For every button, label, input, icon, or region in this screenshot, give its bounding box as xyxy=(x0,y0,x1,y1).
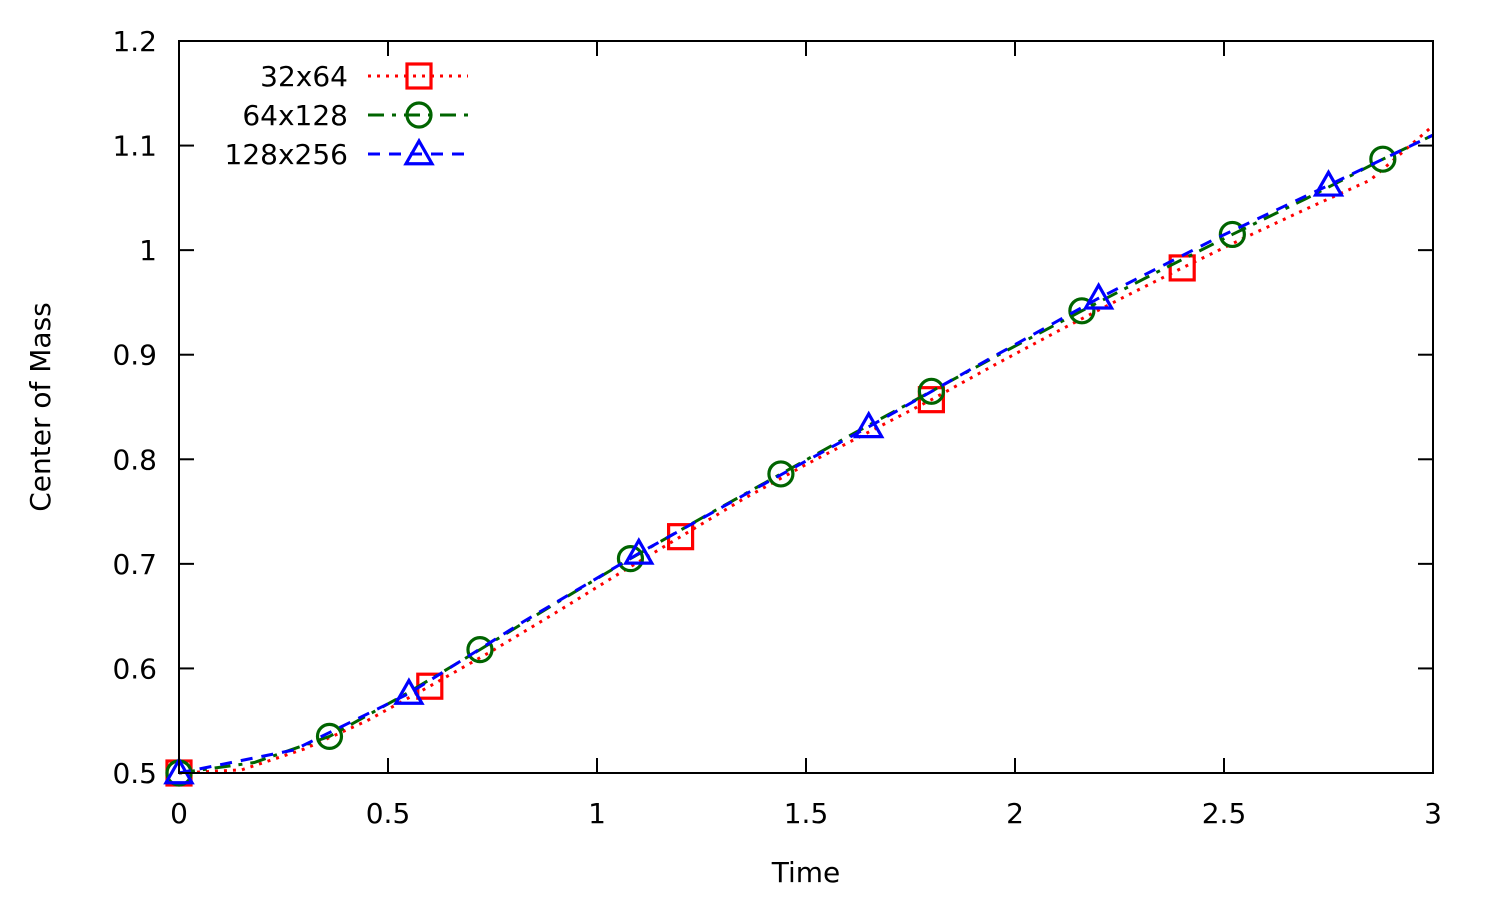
data-point-64x128-3 xyxy=(616,545,645,573)
legend-label-0: 32x64 xyxy=(260,60,348,93)
y-axis-label: Center of Mass xyxy=(24,302,57,512)
data-point-64x128-5 xyxy=(917,377,946,405)
data-point-128x256-2 xyxy=(623,537,655,565)
data-point-128x256-3 xyxy=(852,410,885,439)
data-point-32x64-3 xyxy=(917,386,946,414)
x-tick-label-1: 0.5 xyxy=(366,797,411,830)
y-tick-label-6: 1.1 xyxy=(112,130,157,163)
data-point-128x256-5 xyxy=(1312,169,1345,197)
x-tick-label-6: 3 xyxy=(1424,797,1442,830)
series-layer xyxy=(163,124,1434,787)
legend-label-2: 128x256 xyxy=(225,138,348,171)
x-tick-label-3: 1.5 xyxy=(784,797,829,830)
legend-marker-0 xyxy=(405,62,433,90)
legend-marker-1 xyxy=(405,101,433,129)
data-point-64x128-6 xyxy=(1068,297,1096,325)
legend-label-1: 64x128 xyxy=(242,99,348,132)
x-tick-label-5: 2.5 xyxy=(1202,797,1247,830)
y-tick-label-5: 1 xyxy=(139,234,157,267)
data-point-64x128-8 xyxy=(1369,145,1397,173)
plot-frame xyxy=(178,40,1434,774)
x-axis-label: Time xyxy=(771,856,841,889)
legend-marker-2 xyxy=(403,137,435,166)
y-tick-label-7: 1.2 xyxy=(112,25,157,58)
series-128x256 xyxy=(163,133,1434,785)
x-tick-label-0: 0 xyxy=(170,797,188,830)
y-tick-label-3: 0.8 xyxy=(112,443,157,476)
tick-labels: 0 0.5 1 1.5 2 2.5 3 0.5 0.6 0.7 0.8 0.9 1 1.1 1.2 xyxy=(112,25,1441,830)
data-point-128x256-4 xyxy=(1082,282,1115,310)
x-tick-label-4: 2 xyxy=(1006,797,1024,830)
data-point-128x256-1 xyxy=(393,677,425,705)
data-point-64x128-2 xyxy=(466,636,494,664)
y-tick-label-1: 0.6 xyxy=(112,652,157,685)
x-tick-label-2: 1 xyxy=(588,797,606,830)
y-tick-label-4: 0.9 xyxy=(112,339,157,372)
data-point-64x128-4 xyxy=(767,460,795,488)
legend: 32x64 64x128 128x256 xyxy=(225,60,468,171)
data-point-128x256-0 xyxy=(163,756,195,785)
y-tick-label-2: 0.7 xyxy=(112,548,157,581)
data-point-64x128-7 xyxy=(1218,220,1246,249)
data-point-64x128-1 xyxy=(315,722,344,751)
y-tick-label-0: 0.5 xyxy=(112,757,157,790)
